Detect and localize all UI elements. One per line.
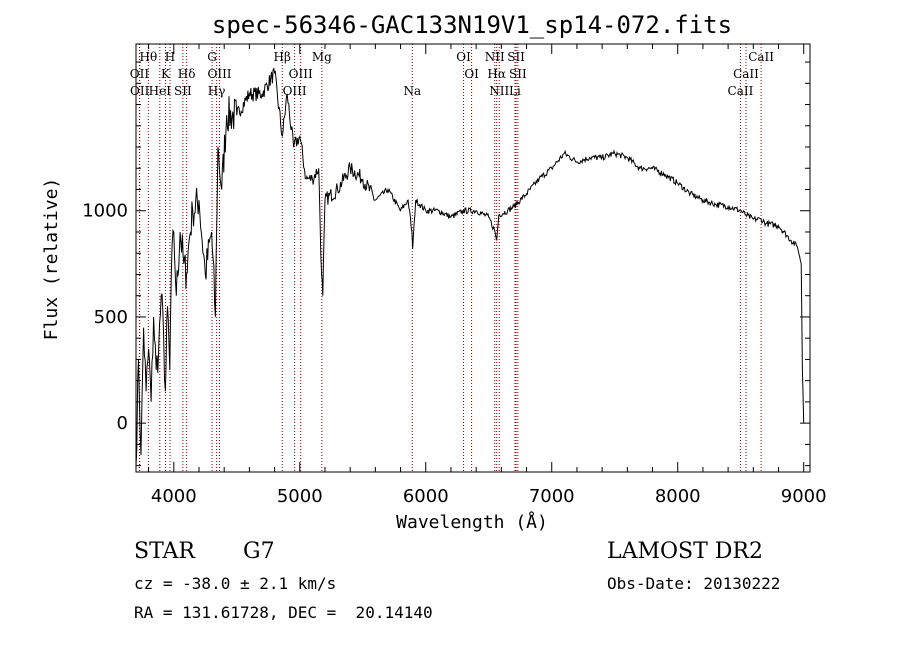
y-tick-label: 0	[117, 413, 128, 434]
survey-name: LAMOST DR2	[607, 539, 763, 564]
redshift-cz: cz = -38.0 ± 2.1 km/s	[134, 574, 337, 593]
observation-date: Obs-Date: 20130222	[607, 574, 781, 593]
y-tick-label: 1000	[82, 201, 128, 222]
line-id-label: NII	[485, 50, 505, 64]
object-subclass: G7	[243, 539, 275, 564]
line-id-label: OI	[464, 67, 479, 81]
line-id-label: SII	[509, 67, 527, 81]
line-id-label: SII	[507, 50, 525, 64]
line-id-label: OIII	[289, 67, 313, 81]
y-axis-label: Flux (relative)	[41, 178, 62, 341]
line-id-label: Hδ	[178, 67, 196, 81]
line-id-label: CaII	[728, 84, 754, 98]
x-tick-label: 8000	[655, 486, 701, 507]
line-id-label: Hα	[487, 67, 506, 81]
coordinates: RA = 131.61728, DEC = 20.14140	[134, 603, 433, 622]
line-markers	[138, 44, 762, 472]
line-id-label: H	[165, 50, 175, 64]
plot-frame	[135, 43, 811, 473]
line-id-label: OIII	[283, 84, 307, 98]
line-id-label: NII	[489, 84, 509, 98]
line-id-label: CaII	[733, 67, 759, 81]
line-id-label: OIII	[207, 67, 231, 81]
x-tick-label: 7000	[529, 486, 575, 507]
line-id-label: HeI	[149, 84, 172, 98]
line-id-label: OII	[130, 67, 150, 81]
y-tick-label: 500	[94, 307, 128, 328]
x-tick-label: 4000	[151, 486, 197, 507]
chart-title: spec-56346-GAC133N19V1_sp14-072.fits	[212, 11, 732, 39]
line-id-label: Hθ	[139, 50, 157, 64]
spectrum-line	[135, 67, 805, 466]
line-id-label: Li	[509, 84, 521, 98]
line-id-label: Mg	[312, 50, 332, 64]
x-tick-label: 9000	[781, 486, 827, 507]
line-id-label: Hγ	[208, 84, 226, 98]
line-id-label: K	[161, 67, 171, 81]
x-axis-label: Wavelength (Å)	[396, 511, 548, 533]
line-id-label: Na	[403, 84, 421, 98]
line-id-label: SII	[174, 84, 192, 98]
line-id-label: OI	[456, 50, 471, 64]
object-class: STAR	[134, 539, 195, 564]
x-axis: 4000 5000 6000 7000 8000 9000	[148, 44, 827, 507]
x-tick-label: 5000	[277, 486, 323, 507]
line-id-label: CaII	[748, 50, 774, 64]
y-axis: 0 500 1000	[82, 61, 810, 467]
x-tick-label: 6000	[403, 486, 449, 507]
line-id-label: G	[207, 50, 217, 64]
line-id-label: OII	[130, 84, 150, 98]
line-id-label: Hβ	[274, 50, 291, 64]
series-group	[135, 67, 805, 466]
